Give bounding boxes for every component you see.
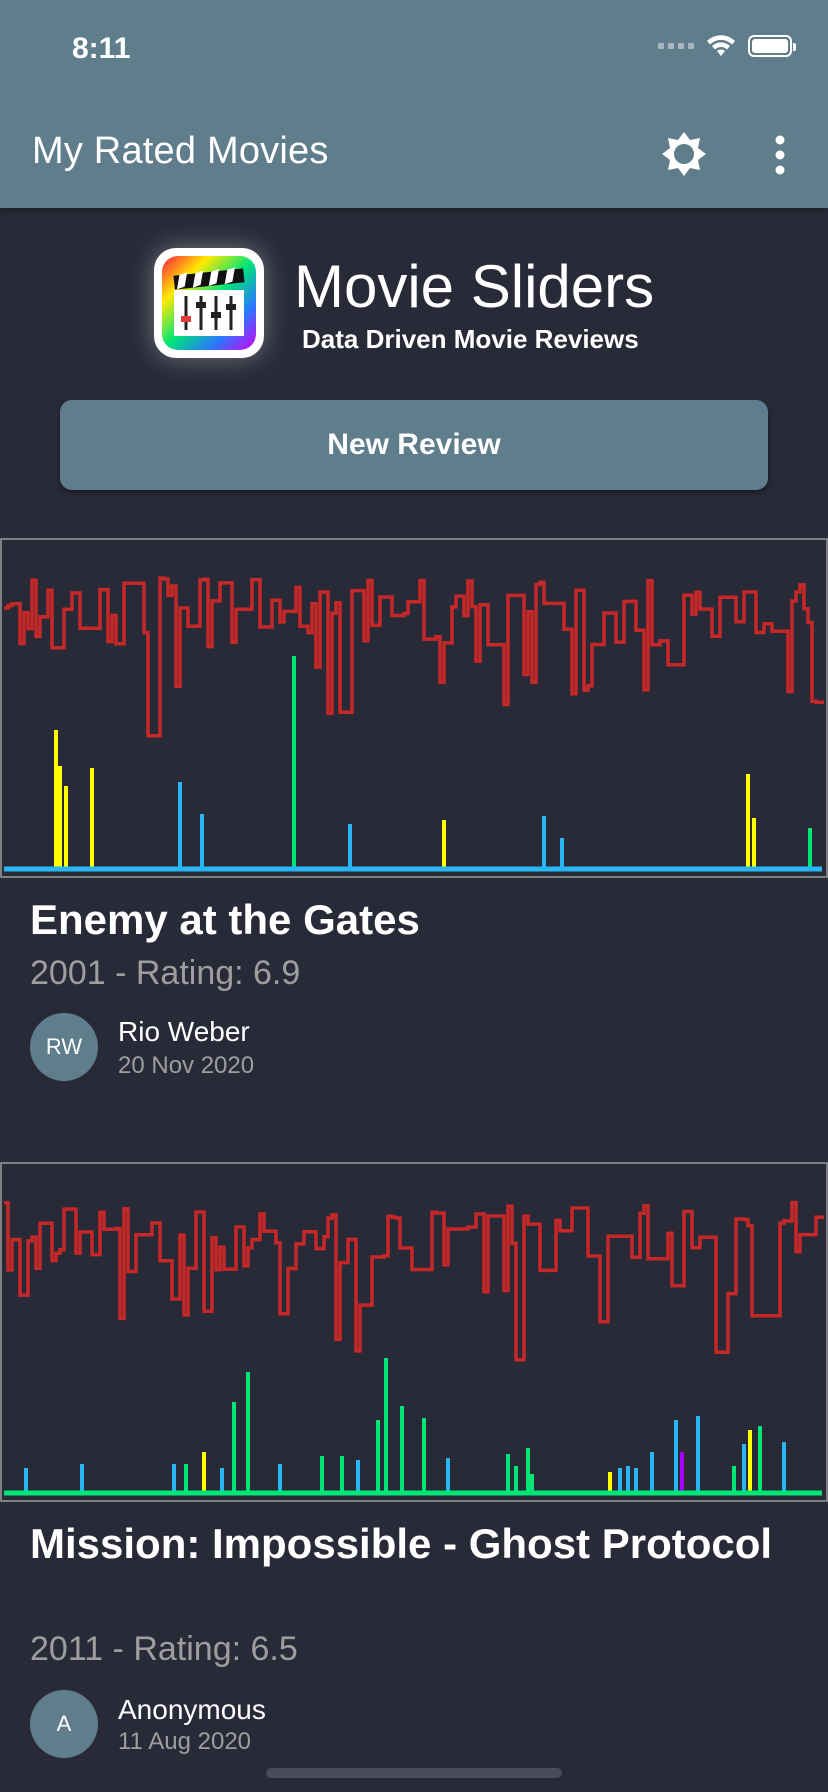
avatar: RW <box>30 1013 98 1081</box>
movie-meta: 2001 - Rating: 6.9 <box>30 954 301 992</box>
review-chart-1[interactable] <box>0 538 828 878</box>
movie-title[interactable]: Mission: Impossible - Ghost Protocol <box>30 1520 773 1567</box>
movie-meta: 2011 - Rating: 6.5 <box>30 1630 298 1668</box>
page-title: My Rated Movies <box>32 130 329 172</box>
app-logo <box>154 248 264 358</box>
reviewer-name: Anonymous <box>118 1694 266 1725</box>
movie-title[interactable]: Enemy at the Gates <box>30 896 420 943</box>
clapperboard-icon <box>162 256 256 350</box>
review-chart-2[interactable] <box>0 1162 828 1502</box>
reviewer-name: Rio Weber <box>118 1016 250 1047</box>
app-bar: 8:11 My Rated Movies <box>0 0 828 208</box>
avatar: A <box>30 1690 98 1758</box>
status-time: 8:11 <box>72 32 131 65</box>
brand-title: Movie Sliders <box>294 253 655 320</box>
more-vert-icon[interactable] <box>764 134 796 176</box>
battery-icon <box>748 35 796 57</box>
review-date: 11 Aug 2020 <box>118 1728 252 1755</box>
brightness-icon[interactable] <box>660 130 708 178</box>
new-review-button[interactable]: New Review <box>60 400 768 490</box>
status-icons <box>658 34 796 58</box>
wifi-icon <box>707 35 735 56</box>
home-indicator <box>266 1768 562 1778</box>
signal-icon <box>658 43 694 49</box>
brand-subtitle: Data Driven Movie Reviews <box>302 324 639 354</box>
review-date: 20 Nov 2020 <box>118 1052 255 1079</box>
